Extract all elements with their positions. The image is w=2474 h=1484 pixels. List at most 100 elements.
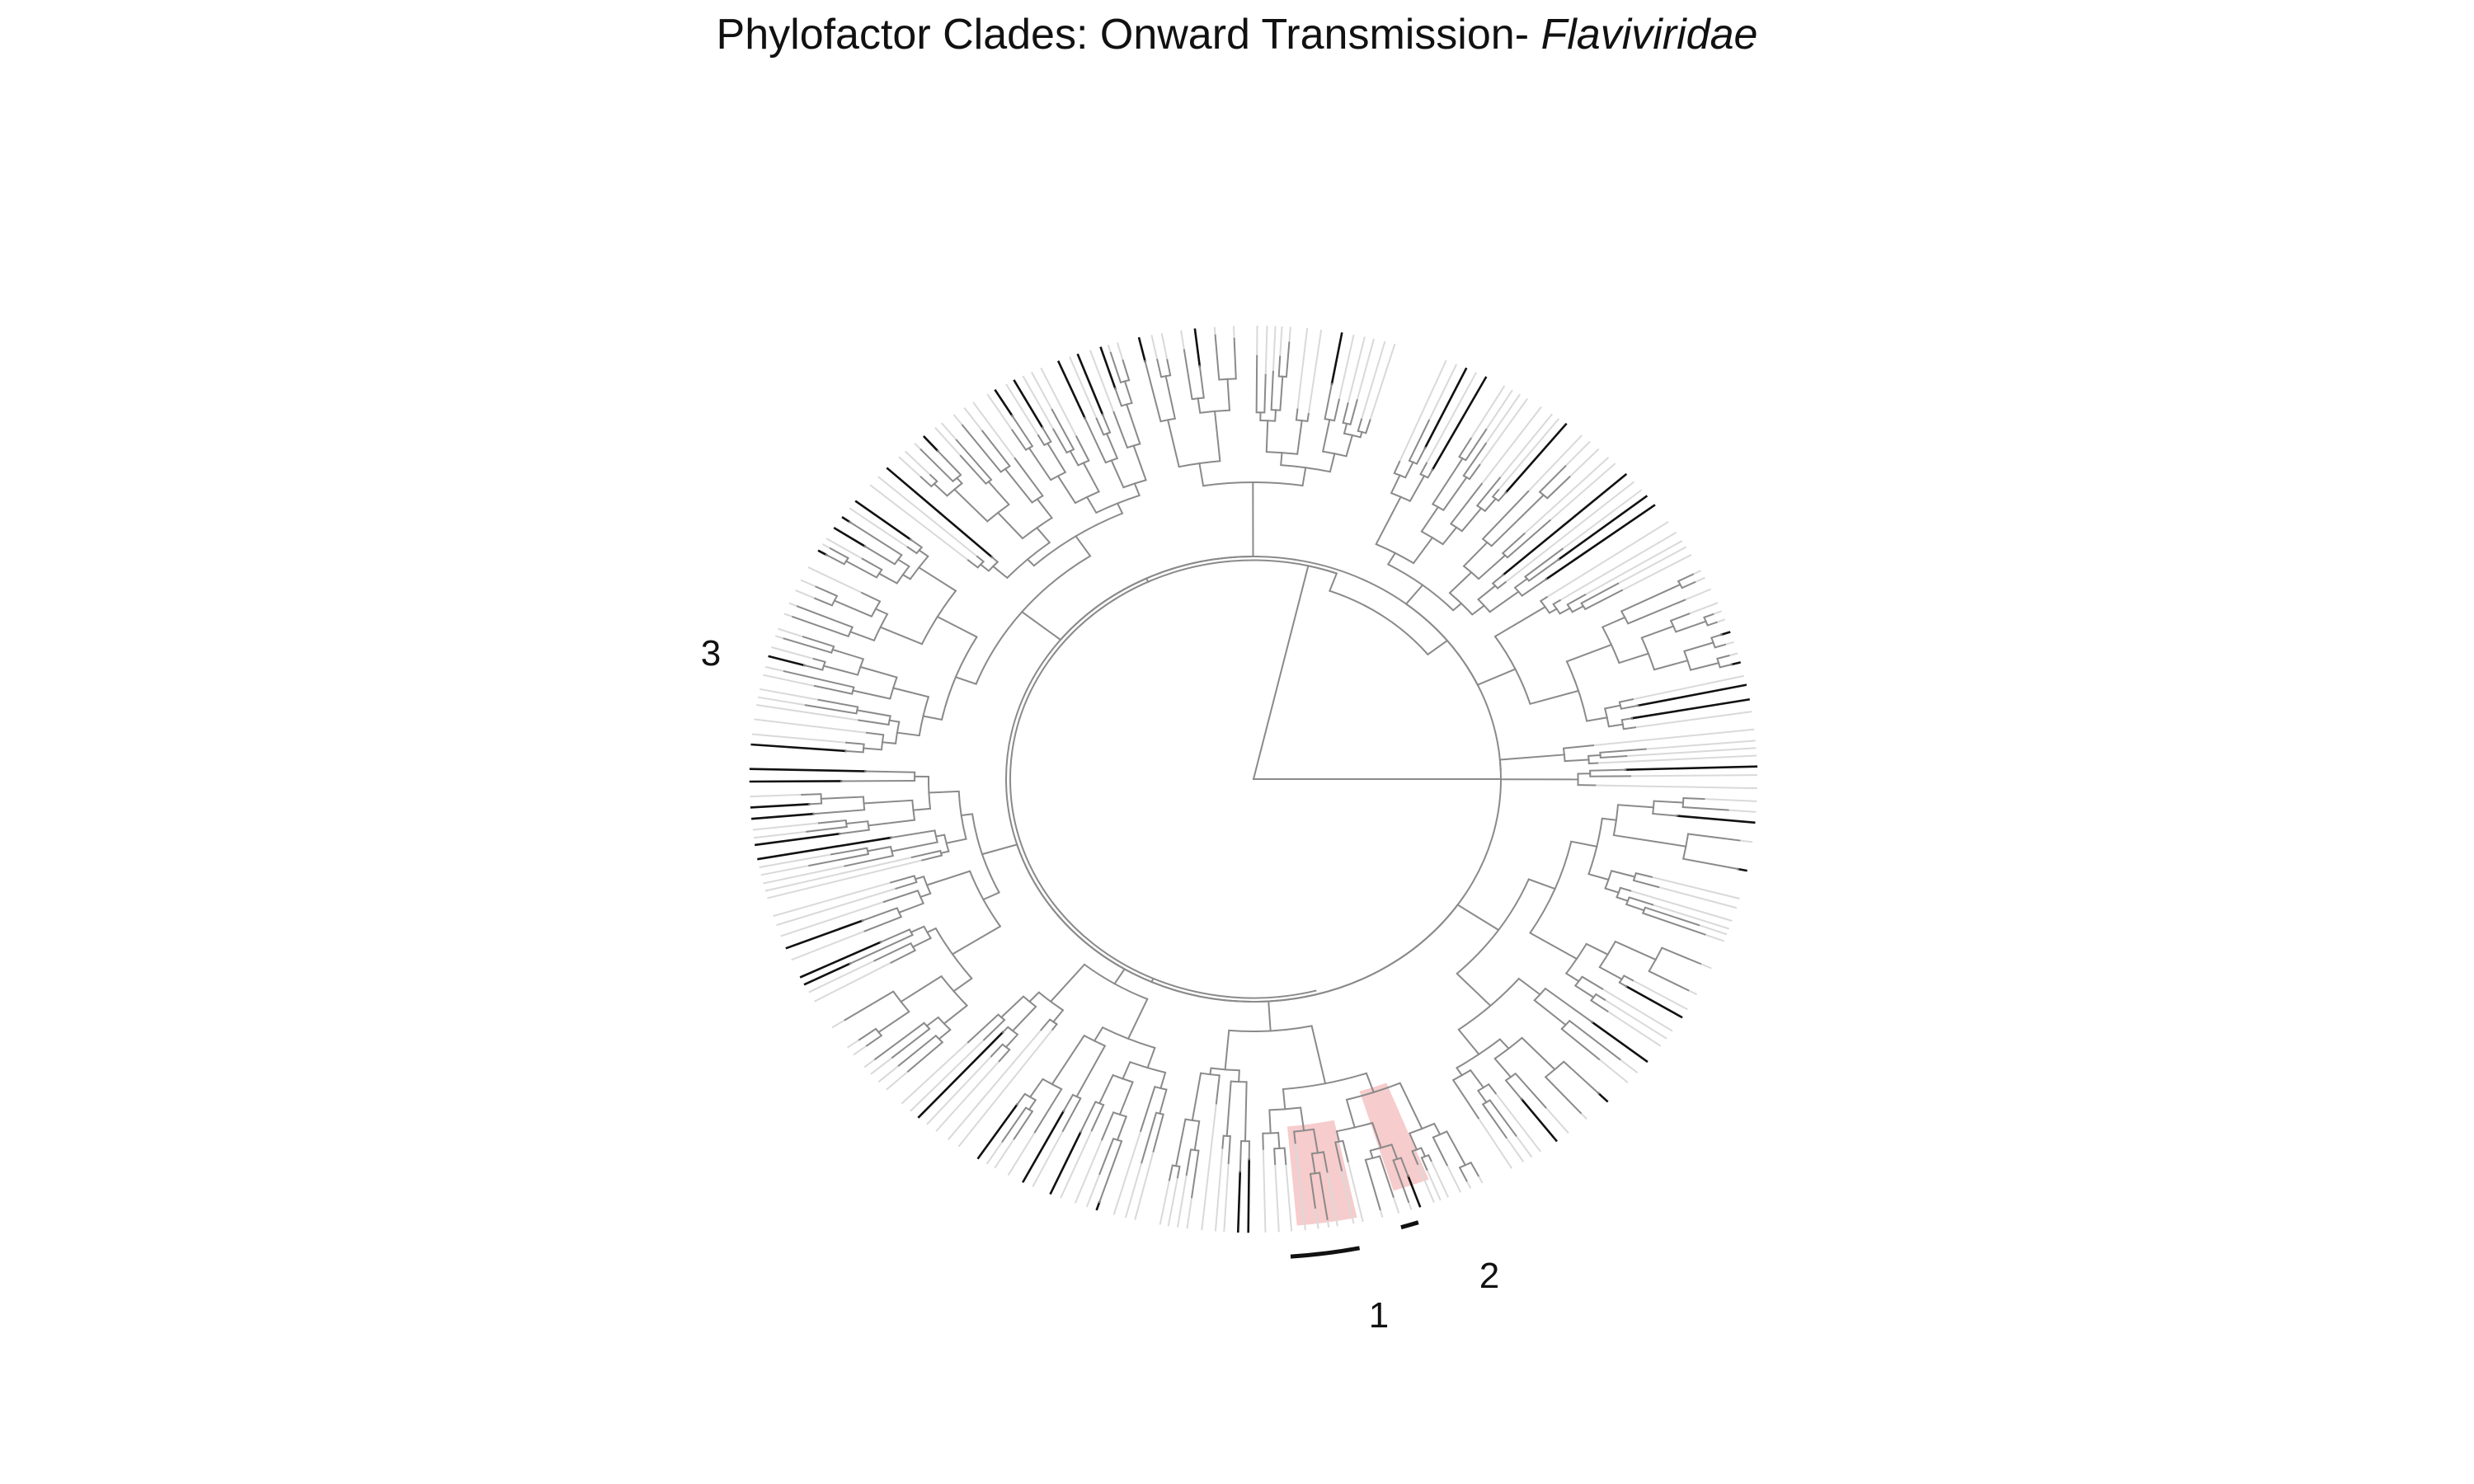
internal-branch [1419, 462, 1428, 476]
internal-branch [1393, 460, 1401, 475]
tip-branch [1326, 1171, 1338, 1227]
internal-branch [1214, 334, 1221, 381]
tip-branch [1099, 346, 1117, 390]
tip-branch [1236, 1170, 1242, 1233]
internal-branch [1674, 620, 1707, 633]
internal-branch [1620, 704, 1639, 710]
internal-branch [1470, 1161, 1480, 1177]
internal-branch [1689, 661, 1720, 671]
tip-branch [849, 507, 910, 549]
internal-branch [1653, 800, 1685, 804]
internal-branch [890, 829, 936, 839]
internal-branch [1101, 413, 1112, 434]
internal-branch [1634, 871, 1653, 878]
tip-branch [780, 900, 886, 937]
tip-branch [773, 881, 892, 918]
internal-branch [1465, 428, 1488, 462]
clade-1-highlight [1286, 1120, 1357, 1226]
node-arc [1308, 565, 1338, 575]
node-arc [1057, 914, 1269, 1003]
internal-branch [1268, 1109, 1272, 1134]
tip-branch [1112, 1129, 1142, 1215]
tip-branch [1406, 1175, 1422, 1208]
internal-branch [808, 852, 870, 867]
internal-branch [1683, 641, 1714, 653]
tip-branch [1683, 588, 1712, 601]
tip-branch [749, 768, 867, 773]
internal-branch [844, 741, 865, 745]
tip-branch [1232, 326, 1235, 340]
tip-branch [763, 674, 816, 688]
internal-branch [1098, 1139, 1123, 1204]
internal-branch [1545, 475, 1571, 500]
internal-branch [1589, 768, 1627, 772]
internal-branch [891, 841, 938, 852]
internal-branch [1644, 906, 1700, 927]
tip-branch [1288, 326, 1291, 344]
internal-branch [1496, 580, 1507, 589]
tip-branch [1727, 809, 1757, 813]
internal-branch [783, 637, 833, 654]
internal-branch [1640, 625, 1675, 639]
internal-branch [976, 555, 985, 563]
internal-branch [1225, 1080, 1232, 1137]
internal-branch [814, 597, 834, 607]
tip-branch [1505, 1136, 1525, 1162]
internal-branch [1239, 1140, 1243, 1173]
internal-branch [955, 439, 993, 481]
internal-branch [1263, 373, 1267, 414]
internal-branch [1585, 942, 1609, 956]
internal-branch [1399, 1082, 1423, 1130]
tip-branch [922, 435, 939, 453]
internal-branch [1037, 434, 1046, 447]
internal-branch [1185, 1148, 1192, 1176]
internal-branch [1279, 375, 1284, 411]
tip-branch [905, 450, 932, 477]
internal-branch [1123, 380, 1133, 405]
internal-branch [1719, 663, 1733, 669]
internal-branch [1681, 857, 1739, 871]
tip-branch [1561, 489, 1643, 551]
tip-branch [1076, 353, 1104, 416]
tip-branch [776, 887, 897, 927]
internal-branch [833, 599, 873, 618]
tip-branch [1392, 1195, 1400, 1214]
tip-branch [763, 865, 846, 885]
tip-branch [1134, 1150, 1155, 1220]
internal-branch [1079, 1101, 1097, 1134]
tip-branch [1484, 393, 1521, 445]
internal-branch [960, 813, 974, 817]
tip-branch [1592, 728, 1755, 747]
internal-branch [1490, 494, 1545, 547]
internal-branch [1270, 370, 1274, 411]
internal-branch [1110, 459, 1125, 489]
internal-branch [990, 556, 999, 564]
internal-branch [926, 927, 938, 934]
internal-branch [896, 558, 910, 568]
tip-branch [901, 1040, 970, 1105]
internal-branch [1056, 474, 1077, 505]
tip-branch [863, 1058, 877, 1068]
tip-branch [1618, 1058, 1639, 1073]
tip-branch [1285, 1162, 1293, 1232]
internal-branch [979, 563, 990, 572]
node-arc [1060, 556, 1253, 641]
internal-branch [1599, 748, 1647, 754]
internal-branch [1190, 1149, 1200, 1199]
tip-branch [941, 422, 958, 442]
tip-branch [795, 589, 816, 600]
tip-branch [926, 1054, 993, 1125]
internal-branch [1004, 467, 1033, 504]
internal-branch [900, 974, 943, 1003]
internal-branch [1095, 417, 1105, 436]
internal-branch [867, 819, 916, 827]
internal-branch [1442, 526, 1458, 546]
internal-branch [987, 480, 1010, 506]
internal-branch [1052, 428, 1068, 454]
tip-branch [1502, 472, 1628, 576]
internal-branch [928, 790, 960, 794]
internal-branch [1616, 896, 1630, 902]
internal-branch [1457, 1028, 1480, 1056]
internal-branch [1085, 495, 1098, 514]
internal-branch [1283, 1147, 1287, 1166]
